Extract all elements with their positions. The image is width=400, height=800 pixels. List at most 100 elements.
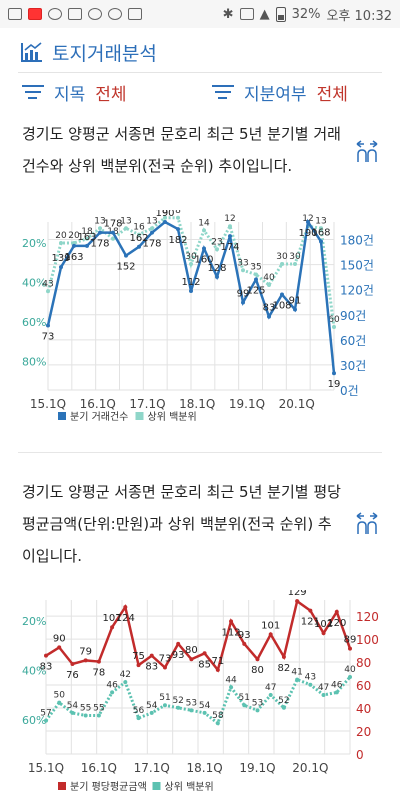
legend-label-percentile: 상위 백분위 — [148, 410, 197, 423]
data-label-main: 112 — [221, 627, 240, 638]
data-point-main — [254, 277, 258, 282]
data-label-main: 80 — [185, 645, 198, 656]
data-label-main: 76 — [66, 670, 79, 681]
data-point-main — [332, 371, 336, 376]
legend-label-main: 분기 평당평균금액 — [70, 781, 147, 793]
data-label-percentile: 58 — [212, 711, 224, 721]
data-point-percentile — [85, 236, 89, 241]
data-label-percentile: 30 — [185, 252, 197, 262]
data-point-main — [241, 300, 245, 305]
right-axis-tick: 90건 — [340, 309, 366, 323]
chart-transactions: 0건 30건 60건 90건 120건 150건 180건 15.1Q 16.1Q 17.1Q 18… — [22, 210, 374, 423]
data-label-percentile: 50 — [53, 691, 65, 701]
x-axis-tick: 17.1Q — [134, 761, 170, 775]
expand-icon[interactable] — [354, 138, 380, 164]
data-point-main — [189, 657, 194, 662]
filter-label: 지목 — [54, 84, 86, 105]
data-point-main — [150, 230, 154, 235]
left-axis-tick: 40% — [22, 276, 46, 289]
data-label-main: 162 — [129, 233, 148, 244]
data-label-main: 182 — [168, 235, 187, 246]
data-label-main: 102 — [314, 619, 333, 630]
filter-land-category[interactable]: 지목 전체 — [22, 80, 212, 105]
data-point-main — [293, 307, 297, 312]
filter-icon — [22, 85, 44, 99]
data-point-main — [96, 659, 101, 664]
data-label-percentile: 46 — [106, 680, 118, 690]
data-label-percentile: 51 — [239, 693, 250, 703]
data-point-main — [163, 220, 167, 224]
data-label-main: 128 — [207, 263, 226, 274]
data-point-percentile — [111, 236, 115, 241]
data-label-percentile: 40 — [344, 665, 356, 675]
data-label-main: 91 — [289, 296, 302, 307]
data-point-main — [83, 658, 88, 663]
x-axis-tick: 20.1Q — [292, 761, 328, 775]
data-label-percentile: 42 — [120, 670, 131, 680]
data-label-percentile: 13 — [146, 216, 157, 226]
data-label-main: 83 — [40, 662, 53, 673]
data-point-percentile — [255, 708, 260, 713]
section2-description: 경기도 양평군 서종면 문호리 최근 5년 분기별 평당 평균금액(단위:만원)… — [22, 483, 341, 565]
data-point-percentile — [321, 692, 326, 697]
legend-label-main: 분기 거래건수 — [70, 411, 128, 423]
data-point-main — [281, 654, 286, 659]
data-label-main: 121 — [301, 617, 320, 628]
data-point-percentile — [137, 232, 141, 237]
data-label-percentile: 30 — [289, 252, 301, 262]
data-point-percentile — [280, 262, 284, 266]
data-point-main — [242, 641, 247, 646]
data-label-percentile: 51 — [159, 693, 170, 703]
data-label-percentile: 57 — [40, 709, 51, 719]
data-point-percentile — [228, 224, 232, 229]
data-label-percentile: 55 — [80, 704, 91, 714]
data-point-main — [308, 608, 313, 613]
settings-icon — [128, 8, 142, 20]
legend-label-percentile: 상위 백분위 — [165, 780, 214, 793]
data-point-main — [176, 641, 181, 646]
filter-icon — [212, 85, 234, 99]
x-axis-tick: 19.1Q — [229, 397, 265, 411]
data-label-main: 163 — [64, 252, 83, 263]
x-axis-tick: 16.1Q — [80, 397, 116, 411]
data-point-main — [268, 632, 273, 637]
data-point-percentile — [70, 710, 75, 715]
data-point-percentile — [348, 675, 352, 679]
x-axis-tick: 17.1Q — [129, 397, 165, 411]
right-axis-tick: 180건 — [340, 234, 374, 248]
data-label-percentile: 12 — [224, 214, 235, 224]
data-point-main — [123, 605, 128, 610]
x-axis-tick: 18.1Q — [179, 397, 215, 411]
data-point-percentile — [254, 272, 258, 277]
data-label-main: 73 — [159, 654, 172, 665]
data-label-percentile: 43 — [42, 279, 53, 289]
left-axis-tick: 20% — [22, 237, 46, 250]
data-point-main — [57, 645, 62, 650]
data-point-main — [149, 653, 154, 658]
data-label-percentile: 54 — [146, 701, 158, 711]
filter-share-status[interactable]: 지분여부 전체 — [212, 80, 348, 105]
expand-icon[interactable] — [354, 510, 380, 536]
data-point-percentile — [83, 713, 88, 718]
data-point-main — [162, 665, 167, 670]
filter-value: 전체 — [316, 84, 348, 105]
data-label-main: 93 — [238, 630, 251, 641]
section-divider — [18, 452, 382, 453]
left-axis-tick: 60% — [22, 714, 46, 727]
running-app-icon — [48, 8, 62, 20]
header-divider — [18, 72, 382, 73]
data-label-main: 125 — [246, 285, 265, 296]
data-label-main: 83 — [263, 303, 276, 314]
data-label-main: 152 — [116, 262, 135, 273]
filter-value: 전체 — [95, 84, 127, 105]
data-point-main — [255, 657, 260, 662]
data-label-percentile: 18 — [81, 227, 93, 237]
data-label-percentile: 44 — [225, 675, 237, 685]
data-point-main — [136, 663, 141, 668]
legend-swatch-main — [58, 412, 66, 420]
cloud-icon — [88, 8, 102, 20]
data-point-percentile — [57, 700, 62, 705]
data-point-main — [215, 274, 219, 279]
data-label-main: 108 — [272, 301, 291, 312]
data-point-main — [306, 220, 310, 224]
